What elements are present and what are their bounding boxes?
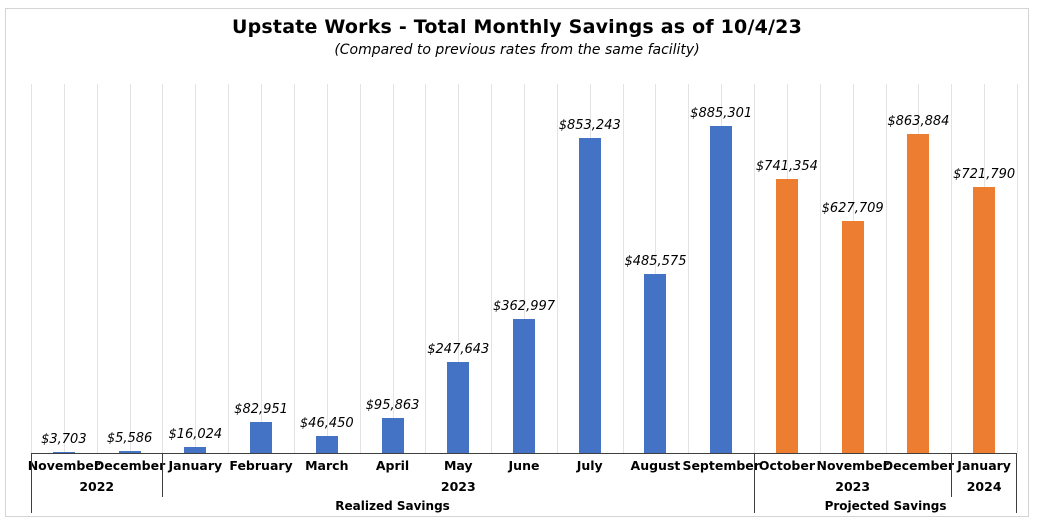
vertical-gridline (359, 84, 361, 453)
axis-divider (31, 454, 32, 513)
axis-month-label: January (168, 458, 223, 473)
axis-month-label: July (576, 458, 603, 473)
vertical-gridline (524, 84, 525, 453)
axis-month-label: May (443, 458, 473, 473)
data-label: $627,709 (821, 201, 884, 217)
vertical-gridline (293, 84, 295, 453)
data-label: $247,643 (427, 341, 490, 357)
bar-january-2 (184, 447, 207, 453)
vertical-gridline (655, 84, 657, 453)
axis-month-label: June (508, 458, 540, 473)
data-label: $362,997 (492, 299, 556, 315)
bar-june-7 (513, 319, 535, 453)
bar-december-13 (907, 134, 930, 453)
axis-month-label: November (816, 458, 889, 473)
bar-november-0 (52, 451, 75, 453)
chart-title: Upstate Works - Total Monthly Savings as… (231, 16, 803, 38)
vertical-gridline (556, 84, 558, 453)
vertical-gridline (458, 84, 460, 453)
axis-month-label: January (957, 458, 1011, 473)
category-axis: November December January February March Apri… (27, 453, 1017, 513)
bar-july-8 (578, 138, 601, 453)
axis-month-label: November (27, 458, 101, 473)
bar-february-3 (250, 422, 273, 453)
vertical-gridline (96, 84, 98, 453)
axis-year-label: 2024 (966, 479, 1002, 494)
vertical-gridline (425, 84, 427, 453)
bar-october-11 (775, 179, 798, 453)
vertical-gridline (392, 84, 394, 453)
data-label: $95,863 (365, 397, 420, 413)
bar-january-14 (973, 186, 996, 453)
vertical-gridline (1017, 84, 1018, 453)
data-label: $863,884 (887, 114, 950, 130)
data-label: $721,790 (953, 166, 1016, 182)
axis-year-label: 2022 (79, 479, 115, 494)
axis-month-label: December (93, 458, 166, 473)
axis-month-label: September (682, 458, 760, 473)
bar-may-6 (447, 361, 470, 453)
vertical-gridline (195, 84, 197, 453)
axis-month-label: February (229, 458, 293, 473)
vertical-gridline (63, 84, 65, 453)
vertical-gridline (228, 84, 230, 453)
data-label: $741,354 (755, 159, 818, 175)
axis-divider (951, 454, 953, 497)
vertical-gridline (754, 84, 756, 453)
data-label: $485,575 (624, 253, 687, 269)
vertical-gridline (819, 84, 821, 453)
axis-divider (1016, 454, 1017, 513)
axis-month-label: December (882, 458, 955, 473)
chart-subtitle: (Compared to previous rates from the sam… (334, 42, 700, 58)
data-label: $3,703 (41, 431, 87, 447)
vertical-gridline (326, 84, 328, 453)
axis-year-label: 2023 (440, 479, 476, 494)
data-label: $885,301 (690, 106, 753, 122)
bar-april-5 (381, 417, 404, 453)
axis-year-label: 2023 (835, 479, 871, 494)
vertical-gridline (31, 84, 32, 453)
axis-month-label: August (630, 458, 681, 473)
axis-month-label: April (375, 458, 410, 473)
vertical-gridline (622, 84, 624, 453)
vertical-gridline (688, 84, 690, 453)
bar-august-9 (644, 273, 667, 453)
data-label: $5,586 (106, 430, 153, 446)
chart-frame: Upstate Works - Total Monthly Savings as… (5, 8, 1029, 517)
axis-group-label: Projected Savings (824, 499, 947, 513)
vertical-gridline (885, 84, 887, 453)
vertical-gridline (951, 84, 953, 453)
data-label: $82,951 (234, 402, 288, 418)
data-label: $16,024 (168, 427, 223, 443)
bar-december-1 (118, 450, 141, 453)
axis-month-label: March (305, 458, 349, 473)
vertical-gridline (129, 84, 131, 453)
bar-march-4 (315, 435, 338, 453)
vertical-gridline (491, 84, 493, 453)
axis-divider (162, 454, 164, 497)
data-label: $853,243 (558, 118, 621, 134)
vertical-gridline (162, 84, 164, 453)
axis-month-label: October (758, 458, 816, 473)
plot-area: $3,703 $5,586 $16,024 $82,951 $46,450 $95,863… (31, 84, 1018, 453)
axis-group-label: Realized Savings (335, 499, 450, 513)
data-label: $46,450 (299, 415, 354, 431)
bar-november-12 (841, 221, 864, 453)
bar-september-10 (710, 126, 733, 453)
axis-divider (754, 454, 756, 513)
vertical-gridline (261, 84, 263, 453)
